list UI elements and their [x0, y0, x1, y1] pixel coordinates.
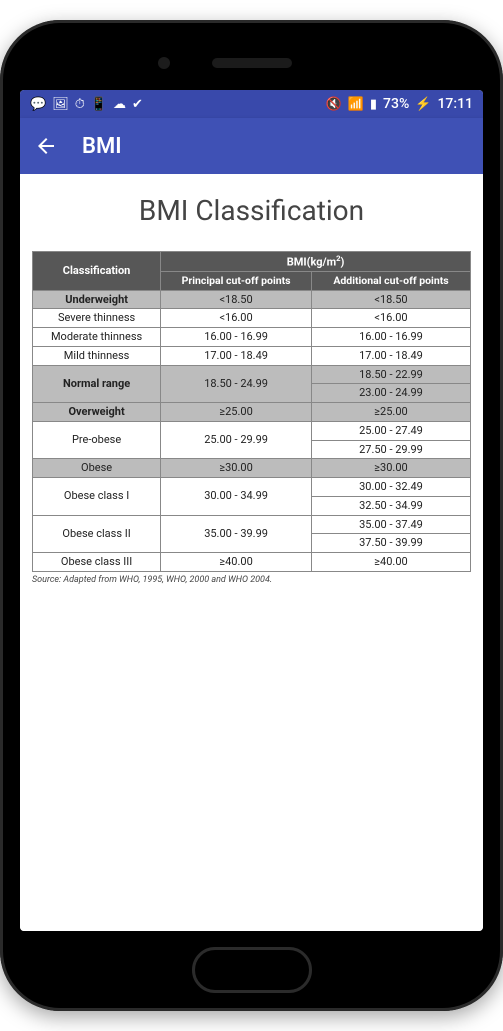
battery-charging-icon: ⚡ [415, 98, 431, 111]
app-bar: BMI [20, 118, 483, 174]
status-notification-icon: ☁ [113, 98, 126, 111]
table-row-label: Underweight [33, 290, 161, 309]
table-row-label: Obese class III [33, 553, 161, 572]
table-cell-additional: ≥30.00 [311, 459, 470, 478]
table-cell-principal: <16.00 [161, 309, 312, 328]
table-cell-principal: 35.00 - 39.99 [161, 515, 312, 553]
table-cell-principal: 17.00 - 18.49 [161, 346, 312, 365]
status-bar-left: 💬 🖼 ⏱ 📱 ☁ ✔ [30, 98, 143, 111]
wifi-icon: 📶 [348, 98, 364, 111]
table-cell-additional: <16.00 [311, 309, 470, 328]
status-notification-icon: 🖼 [52, 98, 69, 111]
table-cell-principal: ≥30.00 [161, 459, 312, 478]
table-cell-principal: 18.50 - 24.99 [161, 365, 312, 403]
table-row-label: Severe thinness [33, 309, 161, 328]
table-row-label: Obese [33, 459, 161, 478]
table-cell-additional: 27.50 - 29.99 [311, 440, 470, 459]
table-cell-additional: 17.00 - 18.49 [311, 346, 470, 365]
status-notification-icon: 📱 [91, 98, 107, 111]
bmi-table: ClassificationBMI(kg/m2)Principal cut-of… [32, 251, 471, 572]
table-cell-principal: ≥25.00 [161, 403, 312, 422]
clock-text: 17:11 [437, 97, 473, 111]
table-cell-additional: 32.50 - 34.99 [311, 496, 470, 515]
table-cell-additional: 16.00 - 16.99 [311, 328, 470, 347]
table-row-label: Obese class I [33, 478, 161, 516]
col-subheader-additional: Additional cut-off points [311, 272, 470, 290]
battery-text: 73% [383, 97, 409, 111]
table-cell-additional: ≥40.00 [311, 553, 470, 572]
phone-frame: 💬 🖼 ⏱ 📱 ☁ ✔ 🔇 📶 ▮ 73% ⚡ 17:11 BMI BMI Classif… [0, 20, 503, 1011]
mute-icon: 🔇 [326, 98, 342, 111]
table-cell-principal: 30.00 - 34.99 [161, 478, 312, 516]
table-cell-additional: 35.00 - 37.49 [311, 515, 470, 534]
arrow-left-icon [34, 134, 58, 158]
signal-icon: ▮ [370, 98, 377, 111]
back-button[interactable] [34, 134, 58, 158]
table-cell-principal: <18.50 [161, 290, 312, 309]
screen: 💬 🖼 ⏱ 📱 ☁ ✔ 🔇 📶 ▮ 73% ⚡ 17:11 BMI BMI Classif… [20, 90, 483, 931]
table-cell-principal: 25.00 - 29.99 [161, 421, 312, 459]
status-notification-icon: 💬 [30, 98, 46, 111]
table-cell-principal: ≥40.00 [161, 553, 312, 572]
col-subheader-principal: Principal cut-off points [161, 272, 312, 290]
table-cell-additional: 25.00 - 27.49 [311, 421, 470, 440]
status-notification-icon: ⏱ [75, 98, 85, 111]
content-area: BMI Classification ClassificationBMI(kg/… [20, 174, 483, 931]
table-cell-additional: <18.50 [311, 290, 470, 309]
phone-speaker [212, 58, 292, 68]
table-cell-additional: ≥25.00 [311, 403, 470, 422]
table-row-label: Overweight [33, 403, 161, 422]
app-bar-title: BMI [82, 134, 122, 159]
page-title: BMI Classification [32, 194, 471, 227]
col-header-bmi: BMI(kg/m2) [161, 252, 471, 272]
table-cell-principal: 16.00 - 16.99 [161, 328, 312, 347]
home-button[interactable] [192, 947, 312, 993]
table-cell-additional: 18.50 - 22.99 [311, 365, 470, 384]
col-header-classification: Classification [33, 252, 161, 291]
status-bar: 💬 🖼 ⏱ 📱 ☁ ✔ 🔇 📶 ▮ 73% ⚡ 17:11 [20, 90, 483, 118]
table-row-label: Normal range [33, 365, 161, 403]
status-notification-icon: ✔ [132, 98, 143, 111]
table-row-label: Obese class II [33, 515, 161, 553]
source-note: Source: Adapted from WHO, 1995, WHO, 200… [32, 575, 471, 585]
table-row-label: Pre-obese [33, 421, 161, 459]
table-row-label: Moderate thinness [33, 328, 161, 347]
table-cell-additional: 37.50 - 39.99 [311, 534, 470, 553]
table-cell-additional: 23.00 - 24.99 [311, 384, 470, 403]
table-row-label: Mild thinness [33, 346, 161, 365]
status-bar-right: 🔇 📶 ▮ 73% ⚡ 17:11 [326, 97, 473, 111]
table-cell-additional: 30.00 - 32.49 [311, 478, 470, 497]
